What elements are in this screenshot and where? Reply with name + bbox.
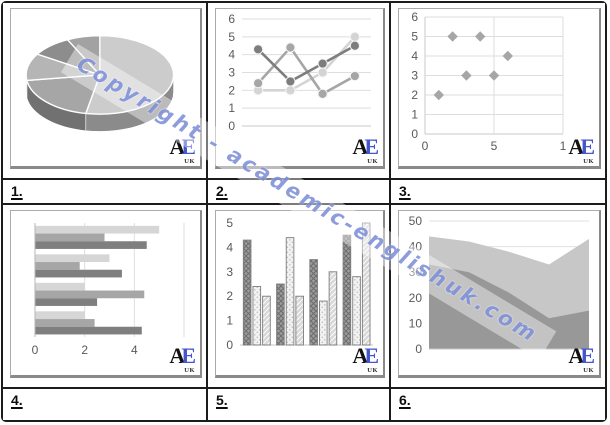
svg-text:0: 0 — [411, 127, 418, 141]
panel-4-cell: 0 2 4 AE UK — [3, 205, 208, 389]
horizontal-bar-chart: 0 2 4 — [32, 223, 185, 357]
area-chart: 0 10 20 30 40 50 — [409, 214, 589, 356]
panel-5-label: 5. — [216, 392, 228, 408]
svg-text:1: 1 — [411, 108, 418, 122]
ae-uk-logo: AE UK — [352, 345, 379, 374]
panel-1-cell: AE UK — [3, 3, 208, 180]
panel-2-chart-frame: 0 1 2 3 4 5 6 AE UK — [215, 8, 385, 169]
logo-letter-e: E — [364, 134, 379, 159]
svg-text:0: 0 — [422, 139, 429, 153]
svg-text:5: 5 — [226, 216, 233, 230]
svg-text:0: 0 — [32, 343, 39, 357]
logo-letter-a: A — [352, 343, 369, 368]
panel-3-chart-frame: 0 1 2 3 4 5 6 0 5 1 AE UK — [398, 8, 601, 169]
column-chart: 0 1 2 3 4 5 — [226, 216, 373, 352]
ae-uk-logo: AE UK — [169, 136, 196, 165]
logo-letter-a: A — [169, 134, 186, 159]
logo-letter-e: E — [580, 343, 595, 368]
logo-uk-text: UK — [367, 366, 378, 374]
panel-3-label: 3. — [399, 183, 411, 199]
logo-letter-a: A — [352, 134, 369, 159]
logo-uk-text: UK — [583, 157, 594, 165]
svg-text:4: 4 — [411, 49, 418, 63]
svg-text:2: 2 — [226, 289, 233, 303]
panel-4-chart-frame: 0 2 4 AE UK — [10, 210, 202, 378]
logo-letter-e: E — [181, 343, 196, 368]
svg-text:4: 4 — [226, 240, 233, 254]
svg-text:5: 5 — [411, 30, 418, 44]
logo-uk-text: UK — [583, 366, 594, 374]
svg-text:3: 3 — [228, 66, 235, 80]
svg-text:0: 0 — [226, 338, 233, 352]
line-chart: 0 1 2 3 4 5 6 — [228, 12, 371, 133]
svg-text:3: 3 — [226, 265, 233, 279]
svg-text:50: 50 — [409, 214, 423, 228]
svg-text:1: 1 — [226, 314, 233, 328]
logo-letter-a: A — [568, 134, 585, 159]
panel-4-label-cell: 4. — [3, 389, 208, 420]
svg-text:5: 5 — [491, 139, 498, 153]
svg-text:5: 5 — [228, 30, 235, 44]
panel-1-label-cell: 1. — [3, 180, 208, 205]
panel-2-label-cell: 2. — [208, 180, 391, 205]
pie-3d-chart — [25, 34, 175, 132]
svg-text:6: 6 — [411, 10, 418, 24]
ae-uk-logo: AE UK — [352, 136, 379, 165]
svg-text:4: 4 — [228, 48, 235, 62]
logo-uk-text: UK — [184, 157, 195, 165]
svg-text:1: 1 — [228, 101, 235, 115]
ae-uk-logo: AE UK — [568, 345, 595, 374]
svg-text:2: 2 — [228, 83, 235, 97]
svg-text:30: 30 — [409, 265, 423, 279]
panel-6-chart-frame: 0 10 20 30 40 50 AE UK — [398, 210, 601, 378]
svg-text:0: 0 — [228, 119, 235, 133]
svg-text:6: 6 — [228, 12, 235, 26]
svg-text:2: 2 — [81, 343, 88, 357]
logo-uk-text: UK — [184, 366, 195, 374]
svg-text:0: 0 — [415, 342, 422, 356]
svg-text:2: 2 — [411, 88, 418, 102]
panel-3-cell: 0 1 2 3 4 5 6 0 5 1 AE UK — [391, 3, 605, 180]
logo-letter-e: E — [181, 134, 196, 159]
svg-text:20: 20 — [409, 291, 423, 305]
panel-1-chart-frame: AE UK — [10, 8, 202, 169]
logo-letter-a: A — [568, 343, 585, 368]
panel-4-label: 4. — [11, 392, 23, 408]
panel-1-label: 1. — [11, 183, 23, 199]
panel-5-cell: 0 1 2 3 4 5 AE UK — [208, 205, 391, 389]
scatter-chart: 0 1 2 3 4 5 6 0 5 1 — [411, 10, 567, 153]
panel-6-cell: 0 10 20 30 40 50 AE UK — [391, 205, 605, 389]
svg-text:3: 3 — [411, 69, 418, 83]
logo-letter-a: A — [169, 343, 186, 368]
panel-6-label-cell: 6. — [391, 389, 605, 420]
logo-letter-e: E — [364, 343, 379, 368]
panel-5-chart-frame: 0 1 2 3 4 5 AE UK — [215, 210, 385, 378]
panel-5-label-cell: 5. — [208, 389, 391, 420]
panel-6-label: 6. — [399, 392, 411, 408]
svg-text:4: 4 — [131, 343, 138, 357]
svg-text:40: 40 — [409, 240, 423, 254]
panel-3-label-cell: 3. — [391, 180, 605, 205]
logo-uk-text: UK — [367, 157, 378, 165]
logo-letter-e: E — [580, 134, 595, 159]
panel-2-cell: 0 1 2 3 4 5 6 AE UK — [208, 3, 391, 180]
ae-uk-logo: AE UK — [169, 345, 196, 374]
svg-text:1: 1 — [560, 139, 567, 153]
svg-text:10: 10 — [409, 316, 423, 330]
panel-2-label: 2. — [216, 183, 228, 199]
ae-uk-logo: AE UK — [568, 136, 595, 165]
